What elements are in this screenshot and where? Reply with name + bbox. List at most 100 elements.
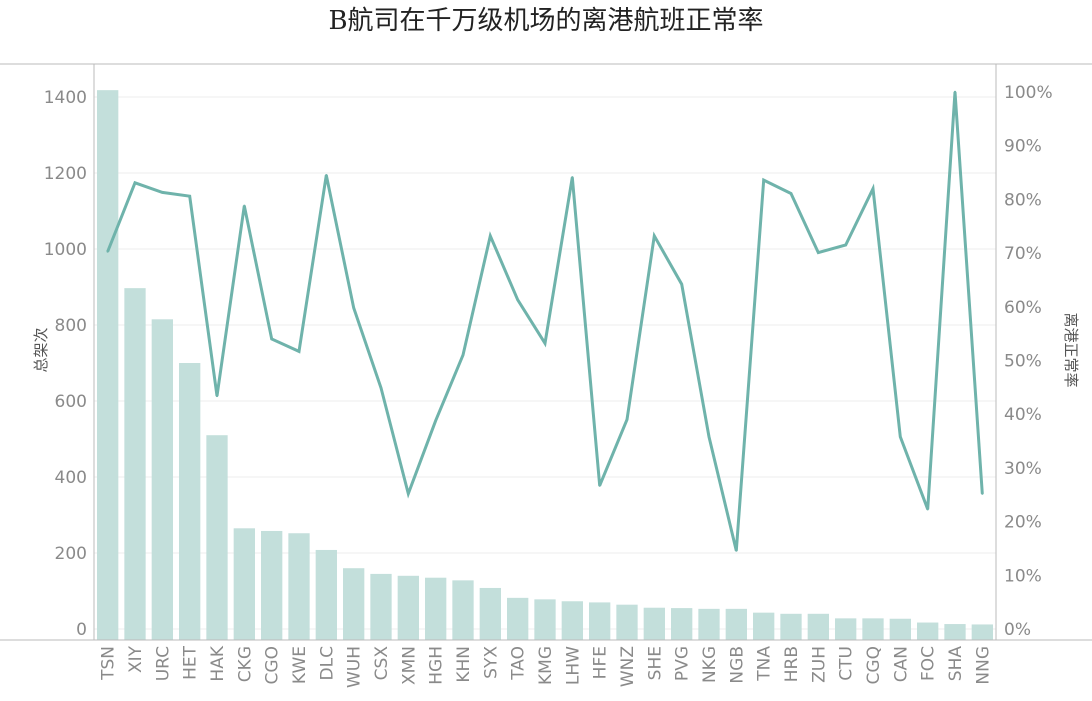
right-tick-label: 70% [1004, 244, 1042, 264]
line-point [844, 243, 847, 247]
bar [479, 587, 501, 640]
left-axis-title: 总架次 [32, 327, 50, 372]
line-point [926, 508, 929, 511]
bar [343, 568, 365, 640]
x-tick-label: SHE [645, 646, 665, 680]
right-tick-label: 60% [1004, 298, 1042, 318]
bar [780, 613, 802, 640]
plot-frame [0, 63, 1092, 641]
bar [889, 618, 911, 640]
x-tick-label: XMN [399, 646, 419, 685]
bar [944, 624, 966, 640]
line-point [817, 251, 820, 254]
line-point [953, 90, 957, 94]
bar [452, 580, 474, 640]
grid [94, 96, 996, 630]
x-axis-ticks: TSN XIY URC HET HAK CKG CGO KWE DLC WUH CSX XMN HGH K… [99, 645, 994, 688]
x-tick-label: XIY [126, 645, 146, 673]
line-point [871, 187, 875, 190]
bar [643, 607, 665, 640]
x-tick-label: WNZ [618, 646, 638, 687]
line-point [543, 342, 547, 345]
bar [206, 435, 228, 640]
line-path [106, 91, 984, 551]
bar [917, 622, 939, 640]
bar [671, 608, 693, 640]
x-tick-label: TSN [99, 646, 119, 681]
x-tick-label: CGQ [864, 646, 884, 684]
bar [753, 612, 775, 640]
bar [425, 577, 447, 640]
left-tick-label: 0 [76, 620, 87, 640]
line-point [270, 337, 273, 341]
line-point [516, 298, 519, 302]
x-tick-label: SYX [481, 646, 501, 679]
x-tick-label: CKG [235, 646, 255, 682]
x-tick-label: LHW [563, 646, 583, 685]
right-tick-label: 90% [1004, 137, 1042, 157]
left-tick-label: 1000 [44, 240, 87, 260]
x-tick-label: CAN [891, 646, 911, 682]
right-tick-label: 10% [1004, 566, 1042, 586]
bar [397, 575, 419, 640]
bar [315, 549, 337, 640]
x-tick-label: CTU [837, 646, 857, 681]
x-tick-label: NKG [700, 646, 720, 683]
line-point [899, 435, 902, 438]
x-tick-label: SHA [946, 646, 966, 682]
bar [589, 602, 611, 640]
line-point [297, 350, 301, 353]
right-tick-label: 20% [1004, 513, 1042, 533]
bar [807, 613, 829, 640]
x-tick-label: KHN [454, 646, 474, 683]
bar [97, 90, 119, 640]
line-point [461, 353, 465, 357]
x-tick-label: CSX [372, 646, 392, 681]
left-tick-label: 600 [55, 392, 87, 412]
line-point [489, 234, 492, 238]
x-tick-label: NGB [727, 646, 747, 684]
right-tick-label: 0% [1004, 620, 1031, 640]
right-axis-ticks: 0% 10% 20% 30% 40% 50% 60% 70% 80% 90% 100% [1004, 83, 1053, 640]
bar [370, 573, 392, 640]
line-point [215, 394, 219, 398]
right-tick-label: 30% [1004, 459, 1042, 479]
right-axis-title: 离港正常率 [1062, 312, 1080, 387]
x-tick-label: HGH [427, 646, 447, 685]
right-tick-label: 100% [1004, 83, 1053, 103]
right-tick-label: 80% [1004, 190, 1042, 210]
x-tick-label: FOC [919, 646, 939, 681]
left-tick-label: 800 [55, 316, 87, 336]
bar-series [97, 90, 993, 640]
line-point [434, 419, 437, 422]
x-tick-label: CGO [263, 646, 283, 684]
line-point [571, 176, 574, 179]
line-point [680, 283, 683, 286]
x-tick-label: KMG [536, 646, 556, 685]
line-point [352, 306, 355, 310]
line-point [735, 549, 738, 552]
bar [261, 530, 283, 640]
x-tick-label: WUH [345, 646, 365, 688]
bar [616, 604, 638, 640]
line-point [981, 492, 984, 495]
line-point [325, 174, 328, 177]
x-tick-label: DLC [317, 646, 337, 680]
bar [507, 597, 529, 640]
right-tick-label: 50% [1004, 352, 1042, 372]
bar [862, 618, 884, 640]
line-series [106, 90, 984, 552]
x-tick-label: URC [153, 646, 173, 681]
x-tick-label: TNA [755, 646, 775, 682]
x-tick-label: HET [181, 645, 201, 680]
bar [534, 599, 556, 640]
line-point [188, 194, 191, 198]
x-tick-label: NNG [973, 646, 993, 685]
x-tick-label: HRB [782, 646, 802, 682]
left-tick-label: 1200 [44, 164, 87, 184]
bar [179, 363, 201, 640]
bar [233, 528, 255, 640]
bar [698, 608, 720, 640]
left-tick-label: 200 [55, 544, 87, 564]
chart-title: B航司在千万级机场的离港航班正常率 [328, 6, 763, 36]
